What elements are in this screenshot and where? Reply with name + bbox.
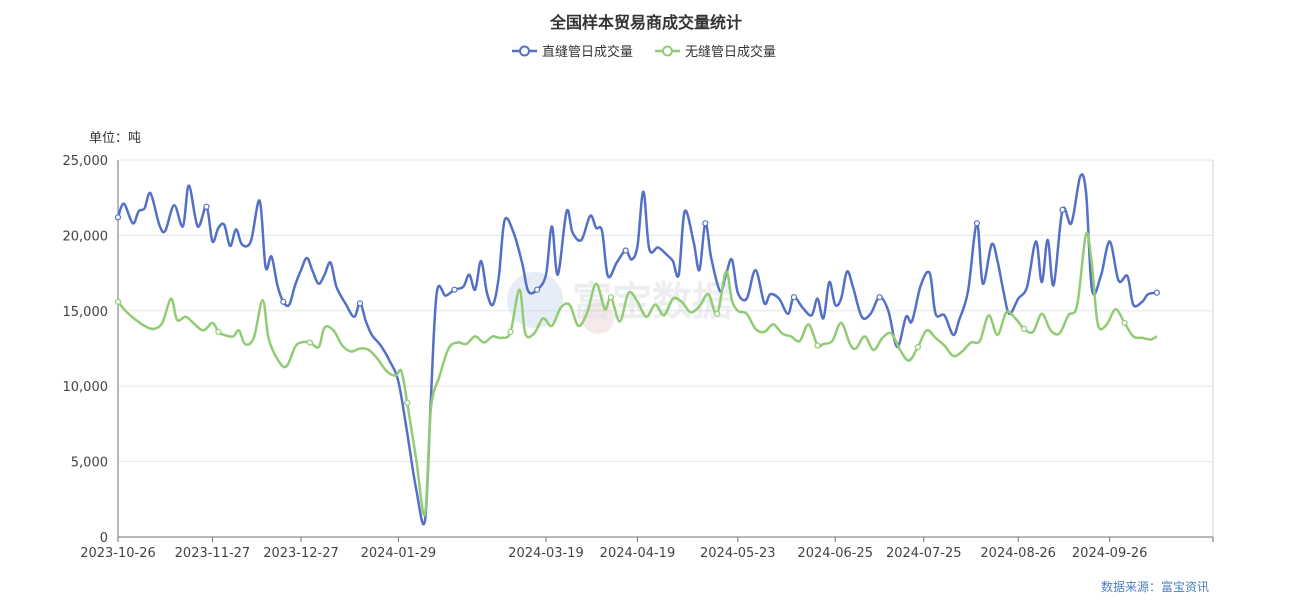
x-tick-label: 2024-06-25 <box>797 546 873 561</box>
data-point <box>114 214 122 221</box>
series-line-1 <box>116 173 1158 526</box>
x-tick-label: 2024-09-26 <box>1072 546 1148 561</box>
data-point <box>1020 325 1028 332</box>
y-tick-label: 0 <box>100 531 108 546</box>
y-axis: 0 5,000 10,000 15,000 20,000 25,000 <box>63 154 1214 546</box>
y-tick-label: 10,000 <box>63 380 109 395</box>
series-2 <box>114 231 1158 517</box>
y-tick-label: 20,000 <box>63 229 109 244</box>
y-tick-label: 5,000 <box>71 456 108 471</box>
series-line-2 <box>117 231 1158 517</box>
data-point <box>114 298 122 305</box>
watermark-logo-icon <box>507 272 563 328</box>
x-tick-label: 2024-08-26 <box>980 546 1056 561</box>
x-tick-label: 2024-04-19 <box>600 546 676 561</box>
y-tick-label: 25,000 <box>63 154 109 169</box>
data-point <box>507 328 514 335</box>
data-point <box>814 342 821 349</box>
watermark: 富宝数据 <box>507 272 732 334</box>
data-point <box>1121 319 1128 326</box>
x-tick-label: 2024-01-29 <box>361 546 437 561</box>
y-tick-label: 15,000 <box>63 305 109 320</box>
legend-marker-icon <box>519 45 530 57</box>
data-point <box>280 298 287 305</box>
x-tick-label: 2024-03-19 <box>508 546 584 561</box>
data-point <box>622 247 629 254</box>
data-point <box>914 343 922 351</box>
data-point <box>533 286 541 293</box>
x-axis: 2023-10-26 2023-11-27 2023-12-27 2024-01-29… <box>80 536 1214 561</box>
gridlines <box>118 159 1213 463</box>
legend-item-2: 无缝管日成交量 <box>655 44 776 60</box>
data-point <box>1153 289 1161 296</box>
data-point <box>306 339 313 346</box>
data-point <box>702 220 709 227</box>
legend-label: 直缝管日成交量 <box>542 44 633 60</box>
x-tick-label: 2023-11-27 <box>175 546 251 561</box>
legend: 直缝管日成交量 无缝管日成交量 <box>512 44 776 60</box>
watermark-text: 富宝数据 <box>572 279 732 325</box>
series-group <box>114 173 1161 526</box>
data-point <box>215 328 222 335</box>
data-point <box>790 294 798 301</box>
x-tick-label: 2023-10-26 <box>80 546 156 561</box>
data-point <box>451 286 458 293</box>
unit-label: 单位：吨 <box>89 131 141 146</box>
series-1 <box>114 173 1161 526</box>
data-point <box>714 310 721 317</box>
legend-marker-icon <box>662 45 673 57</box>
x-tick-label: 2024-05-23 <box>700 546 776 561</box>
source-label: 数据来源：富宝资讯 <box>1101 579 1209 594</box>
legend-label: 无缝管日成交量 <box>685 44 776 60</box>
legend-item-1: 直缝管日成交量 <box>512 44 633 60</box>
data-point <box>1059 206 1066 213</box>
data-point <box>607 294 615 301</box>
x-tick-label: 2024-07-25 <box>886 546 962 561</box>
data-point <box>203 203 210 210</box>
x-tick-label: 2023-12-27 <box>263 546 339 561</box>
data-point <box>356 300 364 307</box>
data-point <box>973 220 981 227</box>
chart-title: 全国样本贸易商成交量统计 <box>549 13 742 32</box>
data-point <box>876 294 883 301</box>
data-point <box>404 399 411 406</box>
